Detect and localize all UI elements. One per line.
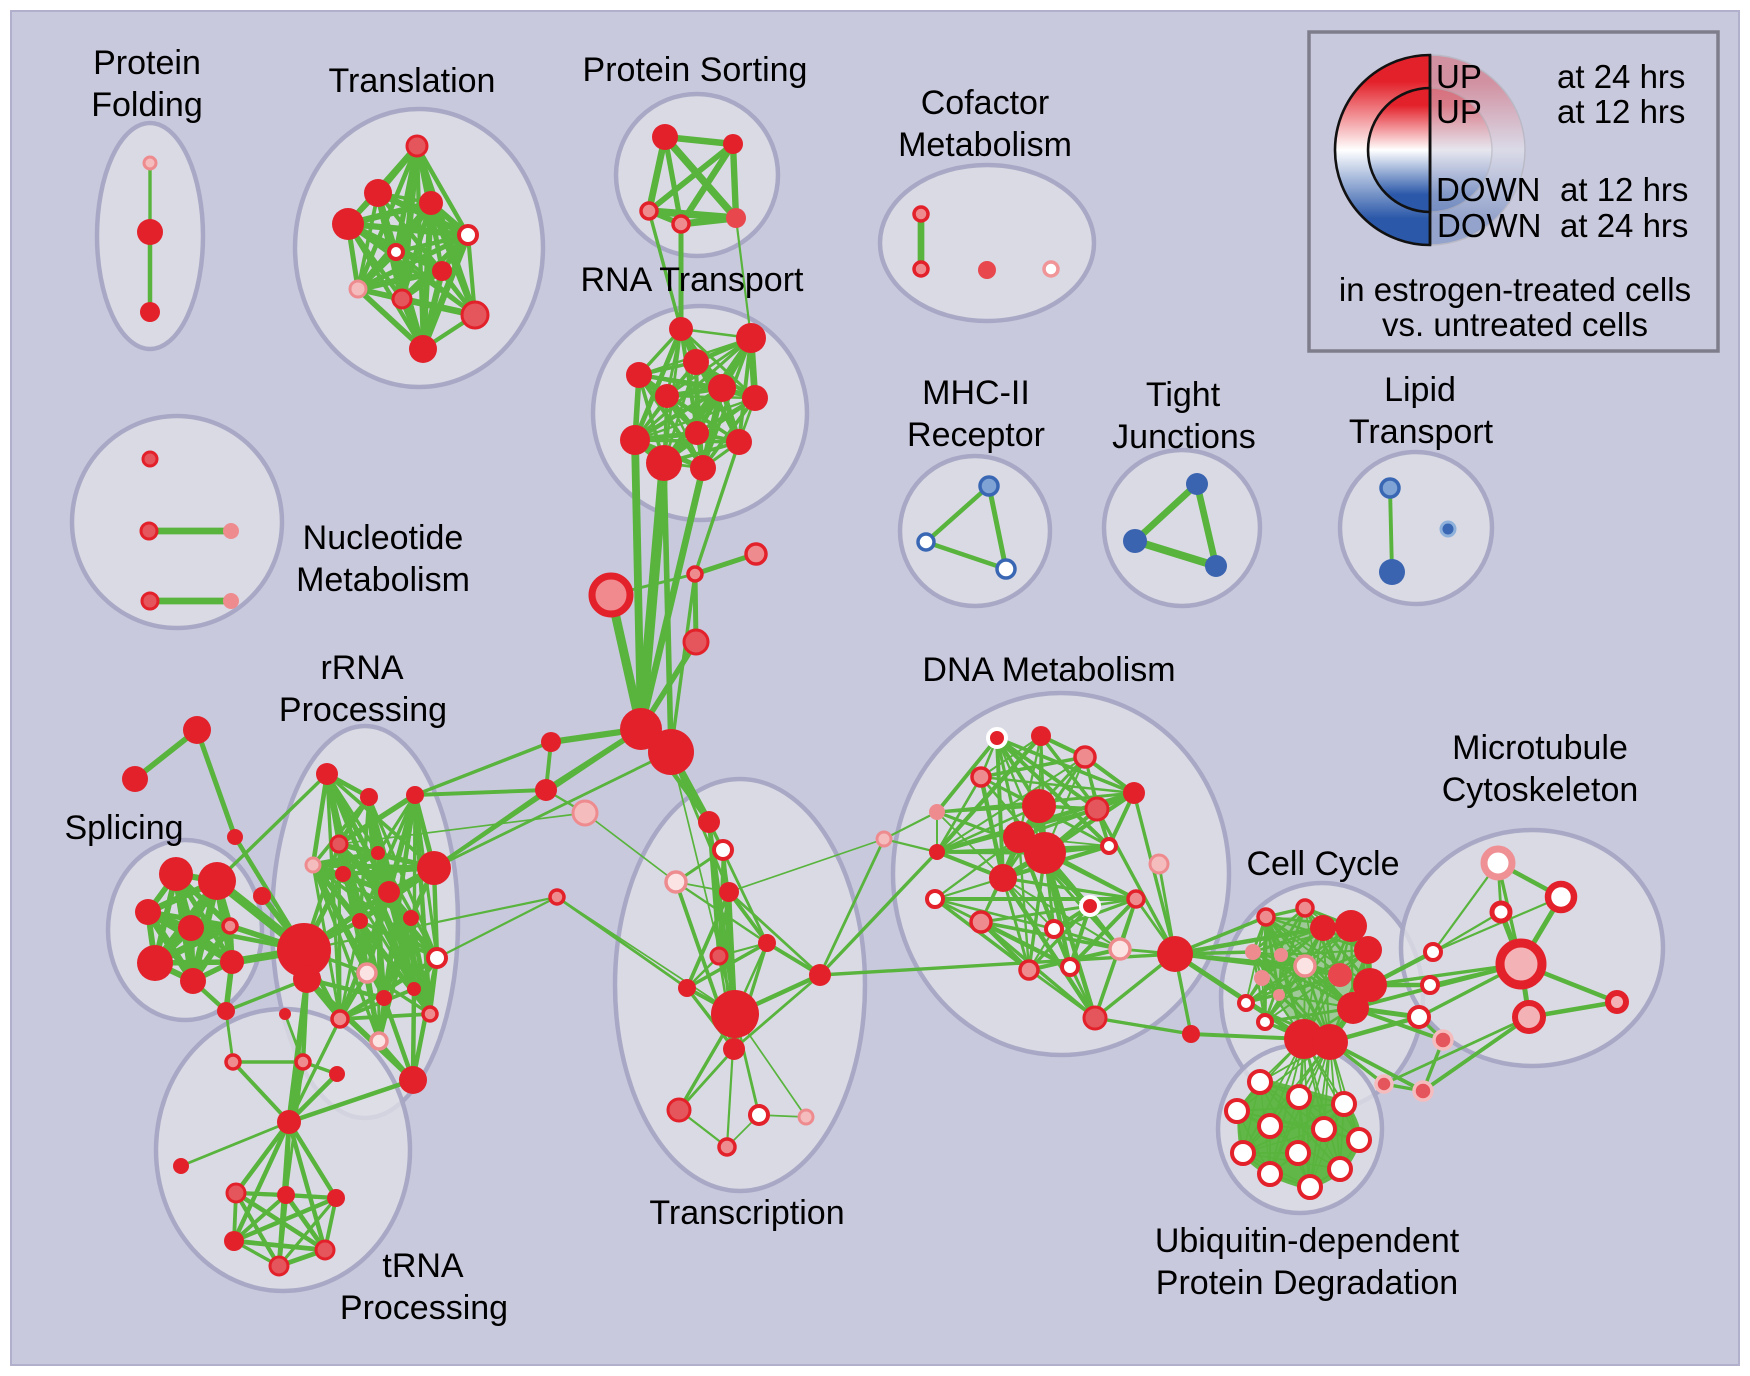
svg-text:vs. untreated cells: vs. untreated cells [1382,306,1648,343]
svg-text:Transport: Transport [1349,413,1494,451]
svg-text:Ubiquitin-dependent: Ubiquitin-dependent [1155,1222,1460,1260]
svg-text:Lipid: Lipid [1384,371,1456,409]
svg-text:RNA Transport: RNA Transport [581,261,805,299]
svg-text:Junctions: Junctions [1112,418,1256,456]
svg-text:tRNA: tRNA [382,1247,464,1285]
svg-text:Protein Degradation: Protein Degradation [1156,1264,1458,1302]
svg-text:Folding: Folding [91,86,203,124]
svg-text:Protein Sorting: Protein Sorting [583,51,808,89]
svg-text:Cofactor: Cofactor [921,84,1050,122]
svg-text:Processing: Processing [340,1289,508,1327]
svg-text:Protein: Protein [93,44,201,82]
svg-text:UP: UP [1436,93,1482,130]
svg-text:Translation: Translation [329,62,496,100]
svg-text:DNA Metabolism: DNA Metabolism [922,651,1175,689]
svg-text:DOWN: DOWN [1436,171,1540,208]
svg-text:MHC-II: MHC-II [922,374,1030,412]
svg-text:Transcription: Transcription [649,1194,844,1232]
svg-text:rRNA: rRNA [320,649,403,687]
svg-text:UP: UP [1436,58,1482,95]
svg-text:Metabolism: Metabolism [898,126,1072,164]
svg-text:Microtubule: Microtubule [1452,729,1628,767]
svg-text:Cytoskeleton: Cytoskeleton [1442,771,1639,809]
svg-text:at 24 hrs: at 24 hrs [1560,207,1688,244]
svg-text:Cell Cycle: Cell Cycle [1246,845,1399,883]
svg-text:at 24 hrs: at 24 hrs [1557,58,1685,95]
svg-text:Nucleotide: Nucleotide [303,519,464,557]
svg-text:Processing: Processing [279,691,447,729]
svg-text:at 12 hrs: at 12 hrs [1557,93,1685,130]
svg-text:in estrogen-treated cells: in estrogen-treated cells [1339,271,1691,308]
svg-text:at 12 hrs: at 12 hrs [1560,171,1688,208]
svg-text:DOWN: DOWN [1437,207,1541,244]
svg-text:Tight: Tight [1146,376,1221,414]
svg-text:Metabolism: Metabolism [296,561,470,599]
svg-text:Splicing: Splicing [64,809,183,847]
svg-text:Receptor: Receptor [907,416,1045,454]
